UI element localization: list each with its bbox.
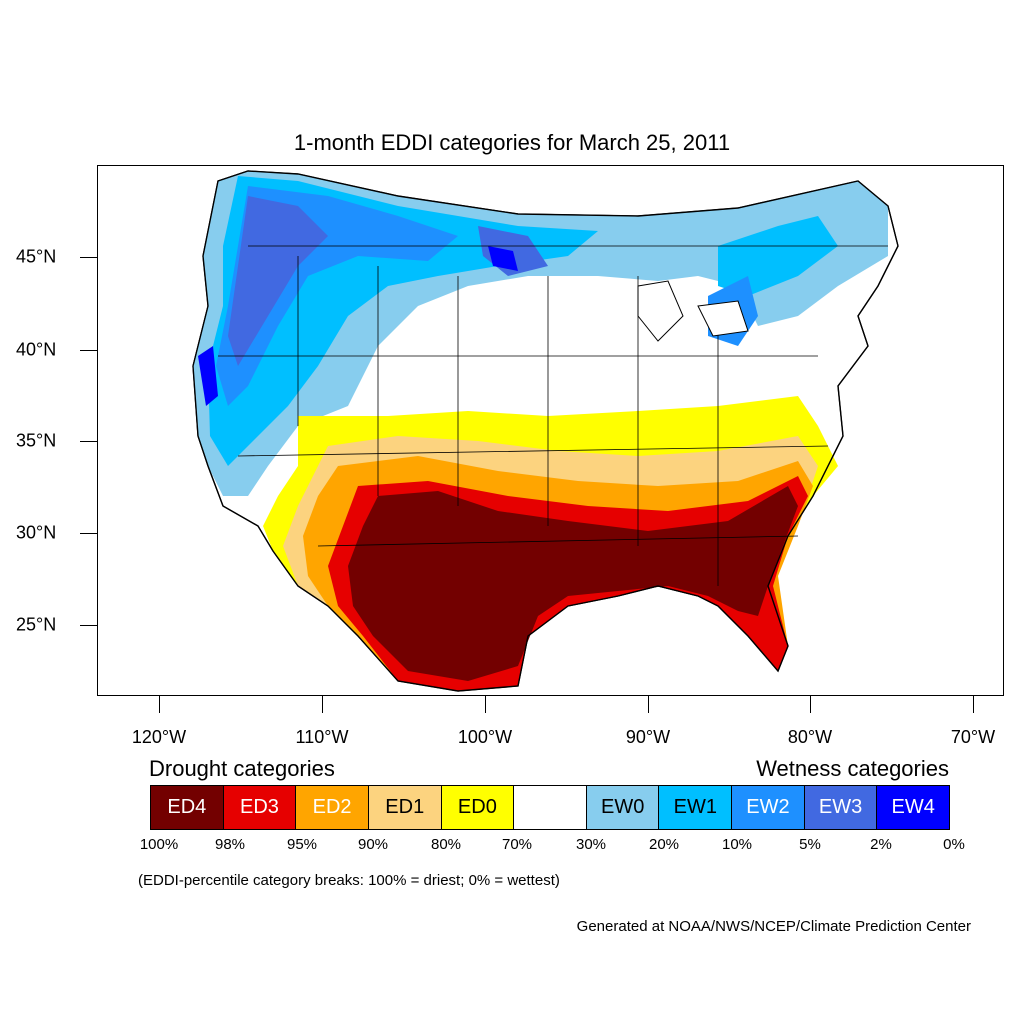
lat-label-45: 45°N: [16, 246, 57, 267]
legend-category-normal: [514, 786, 587, 829]
lat-label-35: 35°N: [16, 430, 57, 451]
legend-category-ed3: ED3: [223, 786, 297, 829]
lon-label-70w: 70°W: [950, 727, 996, 747]
lon-tick: [322, 696, 323, 713]
lat-tick: [80, 533, 97, 534]
lon-label-100w: 100°W: [457, 727, 513, 747]
category-break-label: 20%: [648, 836, 680, 853]
wet-area-ew3: [228, 196, 328, 366]
legend-category-ed0: ED0: [441, 786, 515, 829]
lon-tick: [159, 696, 160, 713]
drought-categories-title: Drought categories: [149, 756, 335, 781]
legend-category-ed1: ED1: [368, 786, 442, 829]
lat-label-40: 40°N: [16, 339, 57, 360]
wet-area-ew4-north: [488, 246, 518, 271]
category-legend-bar: ED4 ED3 ED2 ED1 ED0 EW0 EW1 EW2 EW3 EW4: [150, 785, 950, 830]
category-break-label: 30%: [575, 836, 607, 853]
eddi-map: [97, 165, 1004, 696]
lon-label-80w: 80°W: [787, 727, 833, 747]
category-break-label: 95%: [286, 836, 318, 853]
lat-tick: [80, 350, 97, 351]
category-break-label: 98%: [214, 836, 246, 853]
category-break-label: 5%: [799, 836, 821, 853]
lat-label-30: 30°N: [16, 522, 57, 543]
lat-tick: [80, 625, 97, 626]
lon-tick: [648, 696, 649, 713]
lon-label-90w: 90°W: [625, 727, 671, 747]
legend-category-ew2: EW2: [732, 786, 805, 829]
drought-area-ed4: [348, 486, 798, 681]
legend-category-ed4: ED4: [151, 786, 224, 829]
lon-label-120w: 120°W: [131, 727, 187, 747]
category-break-label: 10%: [721, 836, 753, 853]
category-break-label: 70%: [501, 836, 533, 853]
category-break-label: 90%: [357, 836, 389, 853]
state-boundaries: [218, 245, 888, 586]
category-break-label: 80%: [430, 836, 462, 853]
category-break-label: 2%: [870, 836, 892, 853]
legend-category-ew0: EW0: [586, 786, 660, 829]
lat-tick: [80, 257, 97, 258]
category-break-label: 0%: [943, 836, 965, 853]
lon-tick: [810, 696, 811, 713]
lat-tick: [80, 441, 97, 442]
lat-label-25: 25°N: [16, 614, 57, 635]
legend-category-ed2: ED2: [296, 786, 369, 829]
credit-line: Generated at NOAA/NWS/NCEP/Climate Predi…: [576, 918, 971, 935]
eddi-map-graphic: [192, 170, 899, 692]
category-breaks-note: (EDDI-percentile category breaks: 100% =…: [138, 872, 560, 889]
coastline: [192, 170, 899, 692]
lon-tick: [485, 696, 486, 713]
wet-area-ew4: [198, 346, 218, 406]
legend-category-ew3: EW3: [804, 786, 878, 829]
wetness-categories-title: Wetness categories: [756, 756, 949, 781]
category-break-label: 100%: [139, 836, 179, 853]
legend-category-ew1: EW1: [659, 786, 733, 829]
lon-tick: [973, 696, 974, 713]
great-lakes: [637, 280, 749, 342]
lon-label-110w: 110°W: [295, 727, 349, 747]
map-title: 1-month EDDI categories for March 25, 20…: [293, 130, 731, 155]
legend-category-ew4: EW4: [877, 786, 950, 829]
